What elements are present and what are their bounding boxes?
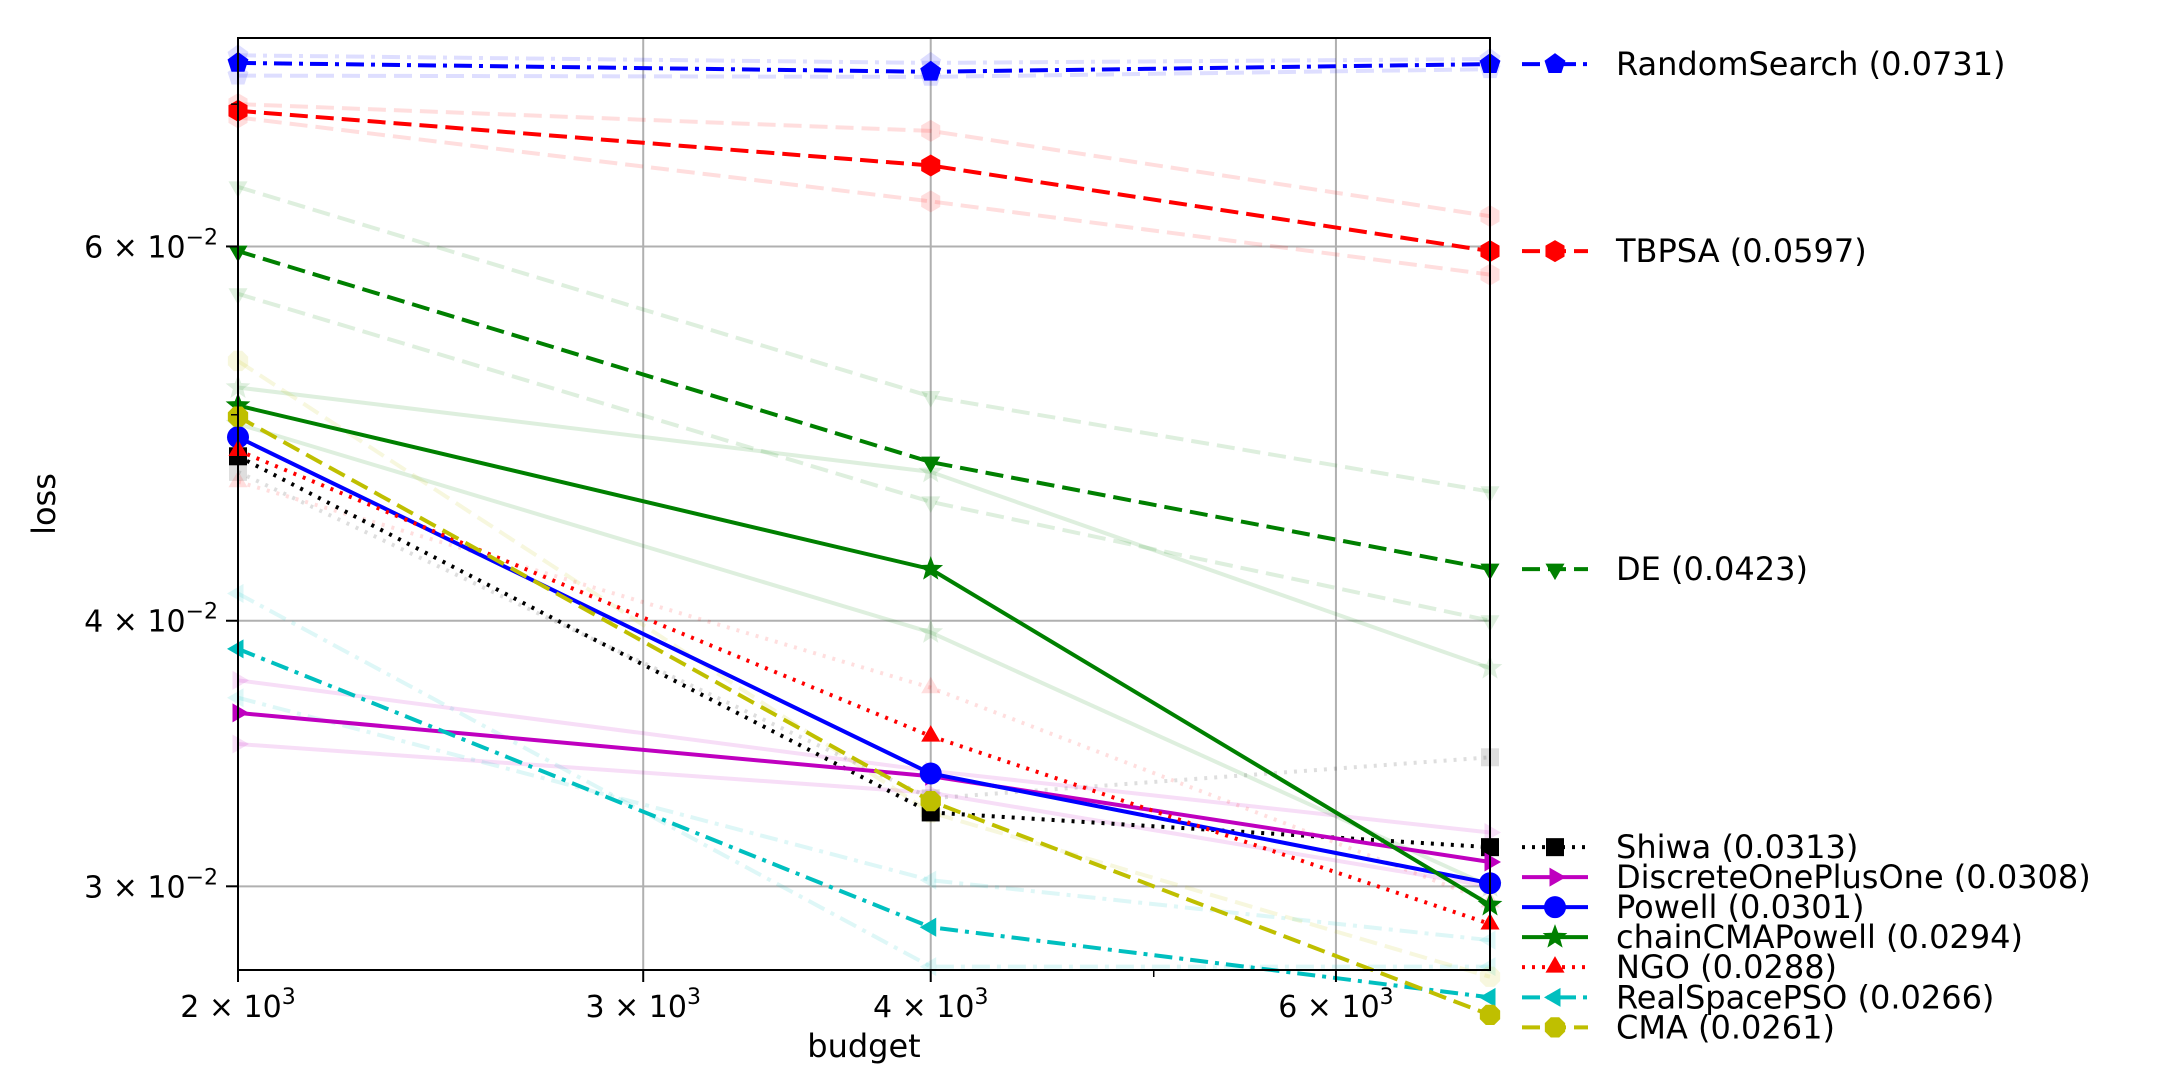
y-axis-label: loss [25, 473, 63, 535]
series-line [237, 108, 1491, 254]
background-series-marker [919, 957, 937, 977]
background-series-marker [1479, 930, 1496, 950]
background-series-line [237, 291, 1491, 623]
background-series-marker [919, 870, 937, 890]
legend-label: Shiwa (0.0313) [1616, 828, 1858, 866]
background-series [225, 44, 1503, 987]
background-series-marker [227, 688, 244, 708]
legend-entry: NGO (0.0288) [1522, 948, 1837, 986]
background-series-line [237, 115, 1491, 277]
y-tick-label: 6 × 10−2 [84, 225, 218, 265]
background-series-line [236, 359, 1491, 979]
legend-entry: RandomSearch (0.0731) [1522, 45, 2006, 83]
legend-entry: Shiwa (0.0313) [1522, 828, 1858, 866]
legend-label: Powell (0.0301) [1616, 888, 1864, 926]
legend-marker [1542, 924, 1568, 948]
background-series-line [237, 695, 1491, 943]
legend-label: DE (0.0423) [1616, 550, 1808, 588]
series-line [237, 448, 1491, 926]
legend-marker [1546, 838, 1564, 857]
background-series-line [237, 422, 1491, 889]
background-series-line [237, 102, 1491, 219]
series-line [237, 414, 1491, 1017]
legend-marker [1544, 987, 1561, 1007]
background-series-line [237, 479, 1491, 904]
background-series-marker [921, 190, 941, 213]
series-line [237, 435, 1491, 886]
series-line [237, 647, 1491, 1000]
background-series-marker [918, 619, 944, 643]
legend: RandomSearch (0.0731) TBPSA (0.0597) DE (0… [1522, 45, 2091, 1046]
main-series [225, 51, 1503, 1026]
background-series-marker [227, 583, 244, 603]
legend-marker [1545, 956, 1565, 973]
background-series-marker [1484, 822, 1501, 843]
legend-label: NGO (0.0288) [1616, 948, 1837, 986]
legend-entry: TBPSA (0.0597) [1522, 232, 1867, 270]
legend-marker [1545, 240, 1565, 263]
legend-entry: DiscreteOnePlusOne (0.0308) [1522, 858, 2091, 896]
x-tick-label: 2 × 103 [180, 985, 295, 1025]
legend-label: RandomSearch (0.0731) [1616, 45, 2006, 83]
x-tick-label: 6 × 103 [1278, 985, 1393, 1025]
series-marker [1479, 1004, 1501, 1026]
legend-label: chainCMAPowell (0.0294) [1616, 918, 2023, 956]
grid-lines [238, 38, 1490, 970]
legend-entry: CMA (0.0261) [1522, 1008, 1835, 1046]
background-series-marker [232, 670, 249, 690]
background-series-marker [921, 496, 941, 513]
legend-entry: RealSpacePSO (0.0266) [1522, 978, 1994, 1016]
background-series-marker [1479, 957, 1496, 977]
series-marker [921, 154, 941, 177]
x-tick-label: 4 × 103 [873, 985, 988, 1025]
background-series-line [237, 184, 1491, 494]
legend-marker [1544, 53, 1566, 74]
x-axis-label: budget [807, 1027, 920, 1065]
series-marker [918, 556, 944, 580]
legend-label: TBPSA (0.0597) [1615, 232, 1867, 270]
background-series-marker [921, 390, 941, 408]
series-marker [921, 725, 941, 742]
background-series-marker [1479, 966, 1501, 987]
series-marker [919, 762, 942, 785]
series-marker [227, 639, 244, 659]
series-marker [919, 917, 937, 937]
series-marker [920, 790, 941, 812]
legend-label: RealSpacePSO (0.0266) [1616, 978, 1994, 1016]
y-tick-label: 4 × 10−2 [84, 600, 218, 640]
series-line [237, 60, 1491, 74]
legend-marker [1544, 1017, 1566, 1038]
background-series-line [237, 53, 1491, 65]
legend-marker [1549, 867, 1566, 887]
series-marker [232, 703, 249, 723]
background-series-line [237, 591, 1490, 969]
series-marker [1479, 987, 1496, 1007]
series-line [237, 454, 1491, 850]
background-series-marker [232, 734, 249, 754]
y-tick-label: 3 × 10−2 [84, 865, 218, 905]
plot-frame [237, 37, 1491, 971]
legend-label: CMA (0.0261) [1616, 1008, 1835, 1046]
legend-marker [1544, 896, 1566, 919]
background-series-marker [921, 676, 941, 694]
legend-entry: DE (0.0423) [1522, 550, 1808, 588]
axis-ticks: 2 × 103 3 × 103 4 × 103 6 × 103 3 × 10−2 4 × … [84, 103, 1394, 1025]
legend-entry: chainCMAPowell (0.0294) [1522, 918, 2023, 956]
series-marker [921, 456, 941, 474]
background-series-marker [921, 119, 941, 142]
series-line [237, 249, 1491, 572]
legend-entry: Powell (0.0301) [1522, 888, 1864, 926]
x-tick-label: 3 × 103 [585, 985, 700, 1025]
series-marker [1484, 852, 1501, 872]
legend-marker [1545, 563, 1565, 581]
legend-label: DiscreteOnePlusOne (0.0308) [1616, 858, 2091, 896]
series-marker [920, 60, 942, 81]
